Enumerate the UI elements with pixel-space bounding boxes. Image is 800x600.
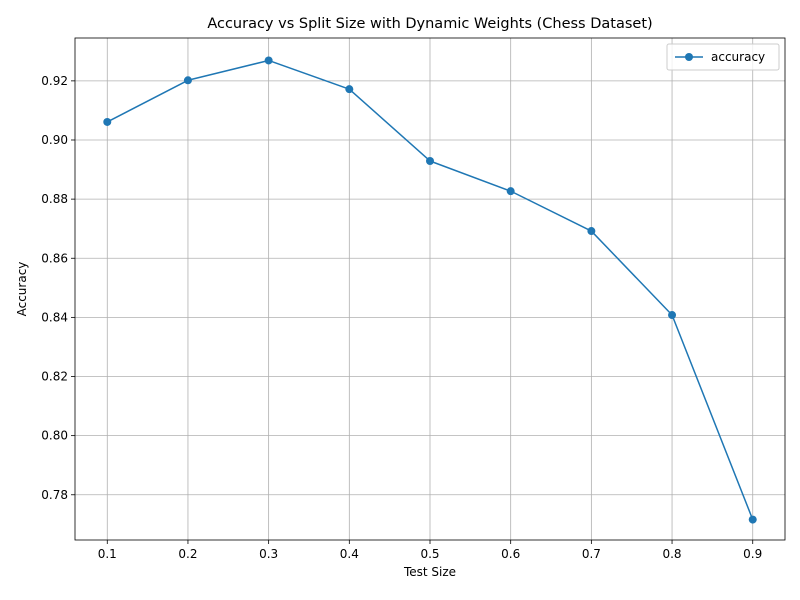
x-tick-label: 0.3 <box>259 547 278 561</box>
x-tick-label: 0.7 <box>582 547 601 561</box>
y-tick-label: 0.90 <box>41 133 68 147</box>
legend: accuracy <box>666 43 780 71</box>
y-tick-label: 0.88 <box>41 192 68 206</box>
x-tick-label: 0.2 <box>178 547 197 561</box>
y-tick-label: 0.78 <box>41 488 68 502</box>
y-axis-label: Accuracy <box>15 262 29 317</box>
data-point <box>183 76 192 85</box>
data-point <box>748 515 757 524</box>
x-tick-label: 0.4 <box>340 547 359 561</box>
y-tick-label: 0.80 <box>41 429 68 443</box>
data-point <box>506 187 515 196</box>
x-tick-label: 0.1 <box>98 547 117 561</box>
x-tick-label: 0.5 <box>420 547 439 561</box>
data-point <box>587 227 596 236</box>
x-tick-label: 0.9 <box>743 547 762 561</box>
grid-lines <box>75 38 785 540</box>
legend-label: accuracy <box>711 50 765 64</box>
y-tick-label: 0.82 <box>41 370 68 384</box>
data-point <box>426 156 434 165</box>
chart-title: Accuracy vs Split Size with Dynamic Weig… <box>207 16 652 32</box>
data-point <box>668 311 677 320</box>
y-tick-label: 0.92 <box>41 74 68 88</box>
data-point <box>264 56 273 65</box>
y-tick-label: 0.84 <box>41 310 68 324</box>
axis-ticks: 0.1 0.2 0.3 0.4 0.5 0.6 0.7 0.8 0.9 0.78 0.80 0.82 0… <box>41 74 762 561</box>
x-tick-label: 0.6 <box>501 547 520 561</box>
legend-box <box>666 43 780 71</box>
y-tick-label: 0.86 <box>41 251 68 265</box>
series-layer <box>103 56 757 524</box>
data-point <box>103 117 112 126</box>
data-point <box>345 85 354 94</box>
legend-marker <box>685 53 693 61</box>
x-axis-label: Test Size <box>403 565 456 579</box>
x-tick-label: 0.8 <box>662 547 681 561</box>
